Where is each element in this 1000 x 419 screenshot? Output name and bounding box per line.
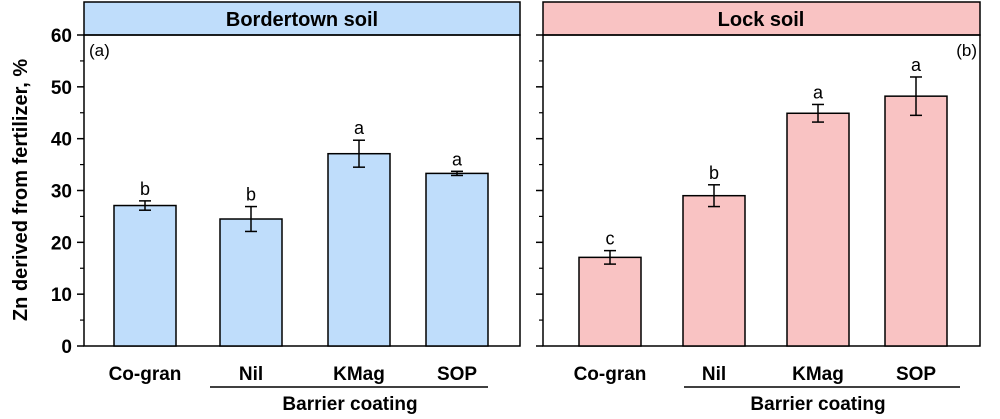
bar-kmag [786, 112, 850, 347]
y-tick-label: 20 [51, 233, 72, 254]
x-category-label: Nil [239, 364, 263, 385]
panel-label-b: (b) [956, 41, 977, 60]
group-label-bordertown: Barrier coating [282, 394, 417, 415]
y-tick-label: 60 [51, 26, 72, 47]
y-axis-title: Zn derived from fertilizer, % [10, 59, 32, 322]
bar-sop [425, 172, 489, 347]
bar-co-gran [578, 256, 642, 347]
group-label-lock: Barrier coating [750, 394, 885, 415]
significance-letter: a [452, 149, 463, 169]
x-category-label: Nil [702, 364, 726, 385]
significance-letter: c [606, 229, 615, 249]
significance-letter: a [911, 55, 922, 75]
bars-bordertown: b Co-gran b Nil a KMag a SOP [109, 118, 489, 385]
x-category-label: KMag [792, 364, 844, 385]
y-tick-label: 40 [51, 130, 72, 151]
y-tick-label: 0 [61, 337, 72, 358]
bar-kmag [327, 152, 391, 347]
bar-nil [219, 218, 283, 347]
y-axis-lock [536, 34, 543, 347]
significance-letter: a [354, 118, 365, 138]
panel-label-a: (a) [89, 41, 110, 60]
bar-sop [884, 95, 948, 347]
y-tick-label: 50 [51, 78, 72, 99]
panel-lock: Lock soil (b) c Co-gran b Nil a KMag a SOP [536, 1, 981, 385]
bar-co-gran [113, 204, 177, 347]
strip-title-lock: Lock soil [718, 9, 805, 31]
significance-letter: b [246, 185, 256, 205]
y-tick-label: 10 [51, 285, 72, 306]
x-category-label: SOP [896, 364, 936, 385]
x-category-label: KMag [333, 364, 385, 385]
panel-bordertown: Bordertown soil (a) 0 10 20 30 40 50 60 b Co-gr… [51, 1, 521, 385]
x-category-label: Co-gran [109, 364, 182, 385]
strip-title-bordertown: Bordertown soil [226, 9, 378, 31]
y-tick-label: 30 [51, 182, 72, 203]
significance-letter: b [709, 163, 719, 183]
x-category-label: Co-gran [574, 364, 647, 385]
y-axis-bordertown: 0 10 20 30 40 50 60 [51, 26, 84, 358]
significance-letter: b [140, 179, 150, 199]
strip-background-bordertown [83, 1, 521, 36]
x-category-label: SOP [437, 364, 477, 385]
bars-lock: c Co-gran b Nil a KMag a SOP [574, 55, 948, 385]
bar-nil [682, 194, 746, 347]
significance-letter: a [813, 82, 824, 102]
